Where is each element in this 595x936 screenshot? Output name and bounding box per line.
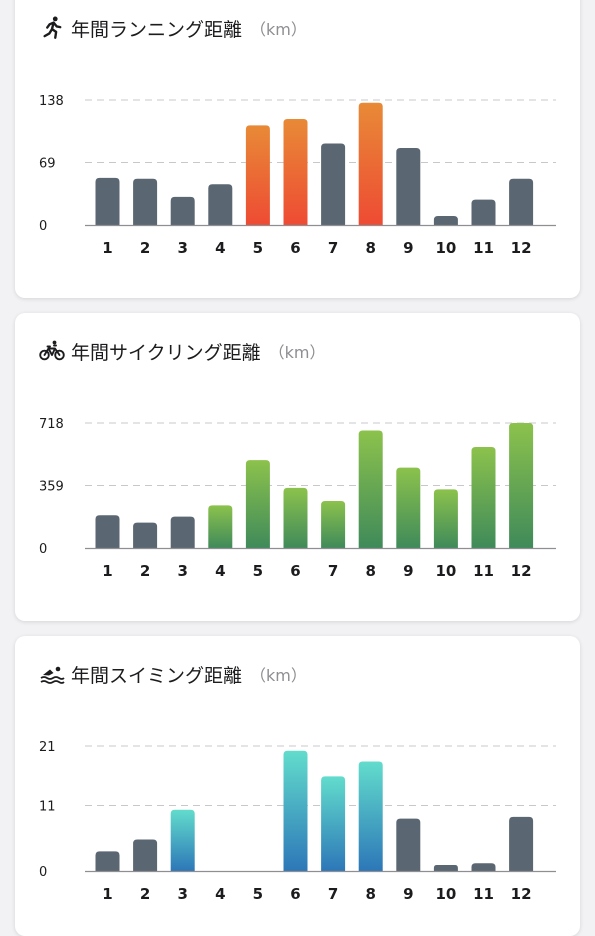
bar-month-7[interactable] bbox=[321, 500, 346, 548]
cycling-unit-text: （km） bbox=[268, 343, 326, 362]
running-card: 年間ランニング距離 （km） 0 69 138 1 2 3 4 5 6 7 8 9 10 11 12 bbox=[15, 0, 580, 298]
bar-month-2[interactable] bbox=[133, 178, 158, 225]
x-tick-label: 2 bbox=[140, 239, 150, 257]
running-person-icon bbox=[43, 16, 62, 39]
x-tick-label: 12 bbox=[511, 562, 532, 580]
y-tick-label: 0 bbox=[39, 542, 47, 557]
bar-month-3[interactable] bbox=[170, 196, 195, 225]
x-tick-label: 12 bbox=[511, 239, 532, 257]
bar-month-9[interactable] bbox=[396, 818, 421, 871]
bar-month-9[interactable] bbox=[396, 148, 421, 225]
bar-month-6[interactable] bbox=[283, 487, 308, 548]
y-tick-label: 21 bbox=[39, 740, 56, 755]
bar-month-9[interactable] bbox=[396, 467, 421, 548]
swimmer-icon bbox=[40, 666, 65, 684]
y-tick-label: 718 bbox=[39, 417, 64, 432]
bar-month-12[interactable] bbox=[509, 178, 534, 225]
running-unit-text: （km） bbox=[250, 20, 307, 39]
x-tick-label: 8 bbox=[365, 562, 375, 580]
y-tick-label: 0 bbox=[39, 865, 47, 880]
x-tick-label: 9 bbox=[403, 562, 413, 580]
bar-month-2[interactable] bbox=[133, 839, 158, 871]
x-tick-label: 8 bbox=[365, 885, 375, 903]
bar-month-11[interactable] bbox=[471, 199, 496, 225]
bar-month-2[interactable] bbox=[133, 522, 158, 548]
bar-month-12[interactable] bbox=[509, 816, 534, 871]
x-tick-label: 7 bbox=[328, 885, 338, 903]
bar-month-5[interactable] bbox=[245, 460, 270, 548]
x-tick-label: 9 bbox=[403, 885, 413, 903]
cycling-title-text: 年間サイクリング距離 bbox=[71, 341, 261, 364]
x-tick-label: 4 bbox=[215, 562, 225, 580]
bar-month-7[interactable] bbox=[321, 143, 346, 225]
cycling-card-title: 年間サイクリング距離 （km） bbox=[39, 336, 325, 366]
swimming-title-text: 年間スイミング距離 bbox=[71, 664, 243, 687]
x-tick-label: 3 bbox=[177, 562, 187, 580]
bar-month-8[interactable] bbox=[358, 430, 383, 548]
running-title-text: 年間ランニング距離 bbox=[71, 18, 243, 41]
bar-month-10[interactable] bbox=[433, 489, 458, 548]
bar-month-6[interactable] bbox=[283, 119, 308, 225]
bar-month-12[interactable] bbox=[509, 423, 534, 548]
x-tick-label: 9 bbox=[403, 239, 413, 257]
bar-month-1[interactable] bbox=[95, 851, 120, 871]
swimming-card: 年間スイミング距離 （km） 0 11 21 1 2 3 4 5 6 7 8 9 10 11 12 bbox=[15, 636, 580, 936]
x-tick-label: 5 bbox=[253, 562, 263, 580]
x-tick-label: 3 bbox=[177, 885, 187, 903]
x-tick-label: 1 bbox=[102, 562, 112, 580]
y-tick-label: 11 bbox=[39, 800, 56, 815]
x-tick-label: 11 bbox=[473, 885, 494, 903]
bar-month-4[interactable] bbox=[208, 184, 233, 225]
x-tick-label: 11 bbox=[473, 562, 494, 580]
bar-month-6[interactable] bbox=[283, 750, 308, 871]
x-tick-label: 11 bbox=[473, 239, 494, 257]
x-tick-label: 10 bbox=[435, 885, 456, 903]
x-tick-label: 3 bbox=[177, 239, 187, 257]
y-tick-label: 0 bbox=[39, 219, 47, 234]
bar-month-10[interactable] bbox=[433, 215, 458, 225]
bar-month-1[interactable] bbox=[95, 177, 120, 225]
y-tick-label: 69 bbox=[39, 157, 56, 172]
bar-month-8[interactable] bbox=[358, 761, 383, 871]
bar-month-7[interactable] bbox=[321, 776, 346, 871]
x-tick-label: 1 bbox=[102, 239, 112, 257]
swimming-card-title: 年間スイミング距離 （km） bbox=[39, 659, 307, 689]
x-tick-label: 7 bbox=[328, 239, 338, 257]
x-tick-label: 10 bbox=[435, 239, 456, 257]
x-tick-label: 1 bbox=[102, 885, 112, 903]
bar-month-1[interactable] bbox=[95, 515, 120, 548]
x-tick-label: 2 bbox=[140, 562, 150, 580]
x-tick-label: 4 bbox=[215, 239, 225, 257]
x-tick-label: 12 bbox=[511, 885, 532, 903]
bar-month-8[interactable] bbox=[358, 102, 383, 225]
bar-month-11[interactable] bbox=[471, 863, 496, 871]
y-tick-label: 138 bbox=[39, 94, 64, 109]
x-tick-label: 5 bbox=[253, 885, 263, 903]
cycling-card: 年間サイクリング距離 （km） 0 359 718 1 2 3 4 5 6 7 8 9 10 11 12 bbox=[15, 313, 580, 621]
x-tick-label: 6 bbox=[290, 562, 300, 580]
swimming-unit-text: （km） bbox=[250, 666, 307, 685]
y-tick-label: 359 bbox=[39, 480, 64, 495]
bar-month-4[interactable] bbox=[208, 505, 233, 548]
bar-month-10[interactable] bbox=[433, 865, 458, 871]
running-card-title: 年間ランニング距離 （km） bbox=[39, 13, 307, 43]
bar-month-3[interactable] bbox=[170, 809, 195, 871]
bar-month-3[interactable] bbox=[170, 516, 195, 548]
x-tick-label: 5 bbox=[253, 239, 263, 257]
x-tick-label: 6 bbox=[290, 885, 300, 903]
x-tick-label: 2 bbox=[140, 885, 150, 903]
x-tick-label: 6 bbox=[290, 239, 300, 257]
x-tick-label: 7 bbox=[328, 562, 338, 580]
x-tick-label: 4 bbox=[215, 885, 225, 903]
x-tick-label: 10 bbox=[435, 562, 456, 580]
x-tick-label: 8 bbox=[365, 239, 375, 257]
bicycle-icon bbox=[39, 340, 65, 361]
bar-month-5[interactable] bbox=[245, 125, 270, 225]
bar-month-11[interactable] bbox=[471, 447, 496, 548]
